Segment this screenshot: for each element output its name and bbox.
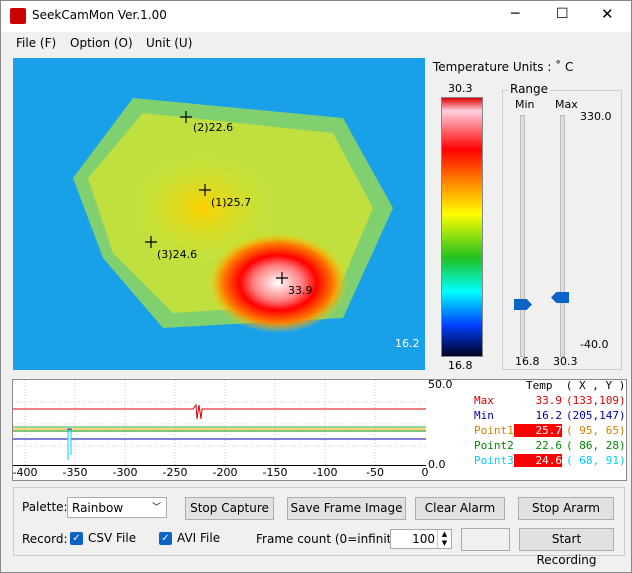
legend-temp: 24.6 [514, 454, 562, 467]
color-bar [441, 97, 483, 357]
range-bottom: -40.0 [580, 338, 609, 351]
clear-alarm-button[interactable]: Clear Alarm [415, 497, 505, 520]
x-tick-label: -350 [62, 466, 88, 479]
x-tick-label: -400 [12, 466, 38, 479]
min-value: 16.8 [515, 355, 540, 368]
x-tick-label: 0 [421, 466, 429, 479]
frame-count-value: 100 [412, 532, 435, 546]
palette-label: Palette: [22, 500, 68, 514]
thermal-image [13, 58, 425, 370]
legend-pos: (133,109) [566, 394, 626, 407]
units-label: Temperature Units : ˚ C [433, 60, 574, 74]
app-icon [10, 8, 26, 24]
legend-temp: 16.2 [535, 409, 563, 422]
scale-bottom: 16.8 [448, 359, 473, 372]
legend-pos: ( 68, 91) [566, 454, 626, 467]
menu-file[interactable]: File (F) [16, 36, 57, 50]
y-bottom-label: 0.0 [428, 458, 446, 471]
controls-group [13, 487, 625, 556]
menu-option[interactable]: Option (O) [70, 36, 133, 50]
legend-pos: ( 95, 65) [566, 424, 626, 437]
legend-name: Point1 [474, 424, 514, 437]
legend-name: Point2 [474, 439, 514, 452]
point-label: (3)24.6 [157, 248, 198, 261]
legend-temp: 22.6 [535, 439, 563, 452]
min-slider-track [520, 115, 525, 357]
max-label: Max [555, 98, 578, 111]
legend-temp: 33.9 [535, 394, 563, 407]
point-label: (1)25.7 [211, 196, 252, 209]
legend-name: Point3 [474, 454, 514, 467]
min-label: 16.2 [395, 337, 420, 350]
window-title: SeekCamMon Ver.1.00 [32, 8, 167, 22]
status-box [461, 528, 510, 551]
max-slider-track [560, 115, 565, 357]
close[interactable]: ✕ [601, 5, 614, 23]
point-label: (2)22.6 [193, 121, 234, 134]
avi-label: AVI File [177, 531, 221, 545]
frame-count-label: Frame count (0=infinity): [256, 532, 408, 546]
range-group [502, 90, 622, 370]
legend-header: Temp ( X , Y ) [526, 379, 626, 392]
save-frame-button[interactable]: Save Frame Image [287, 497, 406, 520]
x-tick-label: -250 [162, 466, 188, 479]
avi-checkbox[interactable]: ✓ [159, 532, 172, 545]
legend-name: Min [474, 409, 494, 422]
stop-capture-button[interactable]: Stop Capture [185, 497, 274, 520]
min-slider-thumb[interactable] [514, 299, 532, 310]
max-slider-thumb[interactable] [551, 292, 569, 303]
record-label: Record: [22, 532, 68, 546]
legend-pos: (205,147) [566, 409, 626, 422]
x-tick-label: -150 [262, 466, 288, 479]
range-title: Range [508, 82, 551, 96]
csv-label: CSV File [88, 531, 137, 545]
point-label: 33.9 [288, 284, 313, 297]
y-top-label: 50.0 [428, 378, 453, 391]
stop-alarm-button[interactable]: Stop Ararm [518, 497, 614, 520]
min-label: Min [515, 98, 535, 111]
max-value: 30.3 [553, 355, 578, 368]
trend-graph [13, 380, 426, 466]
legend-temp: 25.7 [514, 424, 562, 437]
x-tick-label: -200 [212, 466, 238, 479]
scale-top: 30.3 [448, 82, 473, 95]
palette-select[interactable]: Rainbow ﹀ [67, 497, 167, 518]
minimize[interactable]: ─ [511, 6, 520, 22]
x-tick-label: -300 [112, 466, 138, 479]
x-tick-label: -50 [366, 466, 384, 479]
legend-name: Max [474, 394, 494, 407]
frame-count-spinner[interactable]: 100 ▲ ▼ [390, 529, 452, 549]
csv-checkbox[interactable]: ✓ [70, 532, 83, 545]
palette-value: Rainbow [72, 501, 124, 515]
maximize[interactable]: ☐ [556, 6, 569, 22]
x-tick-label: -100 [312, 466, 338, 479]
start-recording-button[interactable]: Start Recording [519, 528, 614, 567]
legend-pos: ( 86, 28) [566, 439, 626, 452]
title-bar [0, 0, 632, 32]
menu-unit[interactable]: Unit (U) [146, 36, 193, 50]
range-top: 330.0 [580, 110, 612, 123]
